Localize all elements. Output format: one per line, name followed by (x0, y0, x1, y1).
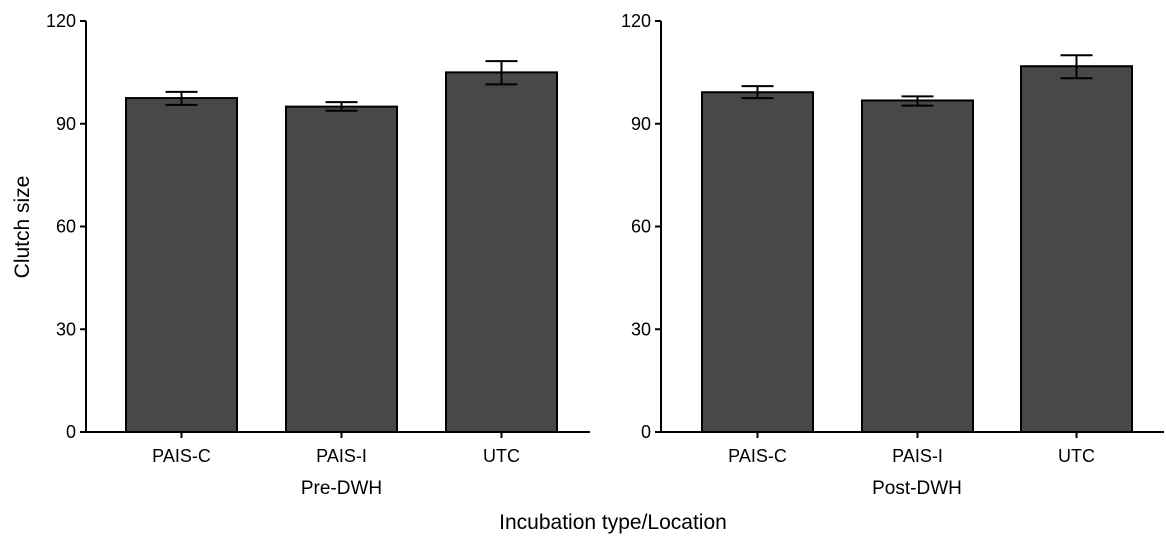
chart-panel-2: 0 30 60 90 120 PAIS-C PAIS-I UTC Post-DWH (621, 11, 1164, 499)
y-tick-label: 0 (66, 422, 76, 442)
y-axis-title: Clutch size (11, 176, 34, 279)
panel-label: Pre-DWH (301, 478, 382, 499)
error-bar-utc (485, 60, 518, 86)
y-tick-label: 30 (56, 319, 76, 339)
y-tick-label: 120 (621, 11, 651, 31)
y-tick-label: 60 (56, 217, 76, 237)
y-tick-label: 30 (631, 319, 651, 339)
x-tick-label-pais-c: PAIS-C (728, 446, 787, 466)
y-tick-label: 0 (641, 422, 651, 442)
chart-panels: 0 30 60 90 120 PAIS-C PAIS-I UTC Pre-DWH 0 30 60 90 1… (46, 11, 1164, 499)
bar-pais-i (285, 105, 398, 433)
x-axis-title: Incubation type/Location (499, 511, 727, 534)
chart-panel-1: 0 30 60 90 120 PAIS-C PAIS-I UTC Pre-DWH (46, 11, 590, 499)
error-bar-pais-i (901, 95, 934, 107)
x-tick-label-utc: UTC (483, 446, 520, 466)
y-tick-label: 90 (56, 114, 76, 134)
bar-utc (1020, 65, 1133, 434)
error-bar-pais-i (325, 101, 358, 112)
y-tick-label: 60 (631, 217, 651, 237)
bar-pais-c (125, 97, 238, 433)
error-bar-pais-c (741, 85, 774, 100)
x-tick-label-pais-i: PAIS-I (316, 446, 367, 466)
bar-pais-c (701, 91, 814, 434)
error-bar-utc (1060, 54, 1093, 80)
bar-utc (445, 71, 558, 433)
y-tick-label: 120 (46, 11, 76, 31)
error-bar-pais-c (165, 90, 198, 106)
x-tick-label-pais-c: PAIS-C (152, 446, 211, 466)
bar-pais-i (861, 99, 974, 434)
panel-label: Post-DWH (872, 478, 962, 499)
y-tick-label: 90 (631, 114, 651, 134)
x-tick-label-utc: UTC (1058, 446, 1095, 466)
x-tick-label-pais-i: PAIS-I (892, 446, 943, 466)
